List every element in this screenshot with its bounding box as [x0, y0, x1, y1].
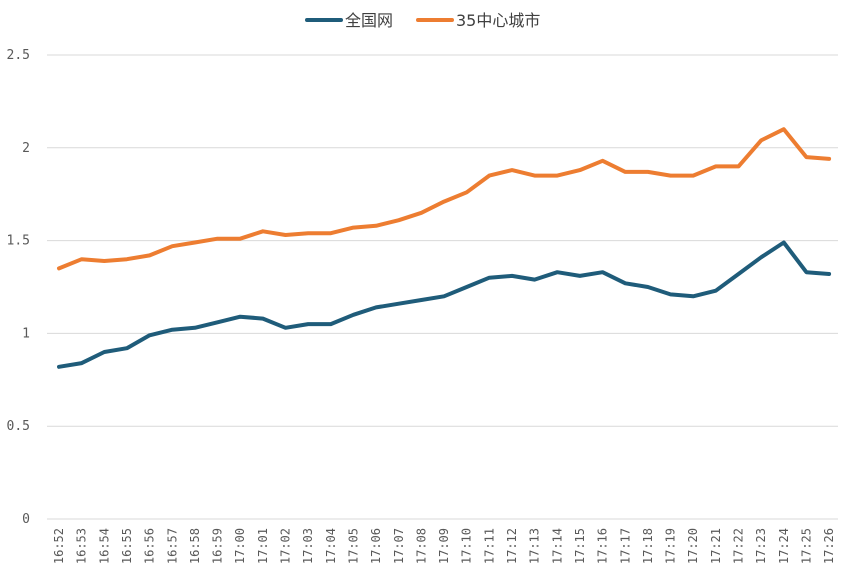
y-tick-label: 2: [22, 141, 30, 156]
x-tick-label: 16:55: [120, 528, 134, 564]
x-tick-label: 17:19: [664, 528, 678, 564]
y-tick-label: 0.5: [7, 419, 30, 434]
x-tick-label: 17:06: [369, 528, 383, 564]
x-tick-label: 17:05: [346, 528, 360, 564]
y-tick-label: 1.5: [7, 234, 30, 249]
x-tick-label: 17:26: [822, 528, 836, 564]
x-tick-label: 17:16: [596, 528, 610, 564]
x-axis-ticks: 16:52 16:53 16:54 16:55 16:56 16:57 16:58 16:59…: [52, 528, 836, 564]
x-tick-label: 17:08: [414, 528, 428, 564]
x-tick-label: 17:01: [256, 528, 270, 564]
gridlines: [47, 54, 838, 520]
x-tick-label: 16:52: [52, 528, 66, 564]
x-tick-label: 17:21: [709, 528, 723, 564]
y-tick-label: 1: [22, 326, 30, 341]
x-tick-label: 17:04: [324, 528, 338, 564]
x-tick-label: 17:13: [528, 528, 542, 564]
y-axis-ticks: 0 0.5 1 1.5 2 2.5: [7, 48, 30, 527]
x-tick-label: 17:12: [505, 528, 519, 564]
series-lines: [57, 127, 832, 369]
x-tick-label: 17:24: [777, 528, 791, 564]
x-tick-label: 17:10: [460, 528, 474, 564]
series-line-0: [57, 240, 832, 369]
x-tick-label: 17:17: [618, 528, 632, 564]
x-tick-label: 17:02: [279, 528, 293, 564]
x-tick-label: 16:56: [143, 528, 157, 564]
legend-label: 35中心城市: [456, 11, 540, 30]
x-tick-label: 17:23: [754, 528, 768, 564]
legend-label: 全国网: [345, 11, 393, 30]
legend: 全国网 35中心城市: [305, 11, 540, 30]
y-tick-label: 0: [22, 512, 30, 527]
x-tick-label: 16:53: [75, 528, 89, 564]
x-tick-label: 17:00: [233, 528, 247, 564]
y-tick-label: 2.5: [7, 48, 30, 63]
x-tick-label: 17:07: [392, 528, 406, 564]
x-tick-label: 16:58: [188, 528, 202, 564]
x-tick-label: 17:18: [641, 528, 655, 564]
x-tick-label: 17:09: [437, 528, 451, 564]
x-tick-label: 17:11: [482, 528, 496, 564]
series-line-1: [57, 127, 832, 271]
x-tick-label: 16:59: [211, 528, 225, 564]
x-tick-label: 17:22: [732, 528, 746, 564]
x-tick-label: 16:57: [165, 528, 179, 564]
x-tick-label: 17:03: [301, 528, 315, 564]
x-tick-label: 17:20: [686, 528, 700, 564]
x-tick-label: 17:14: [550, 528, 564, 564]
x-tick-label: 16:54: [97, 528, 111, 564]
x-tick-label: 17:15: [573, 528, 587, 564]
x-tick-label: 17:25: [799, 528, 813, 564]
